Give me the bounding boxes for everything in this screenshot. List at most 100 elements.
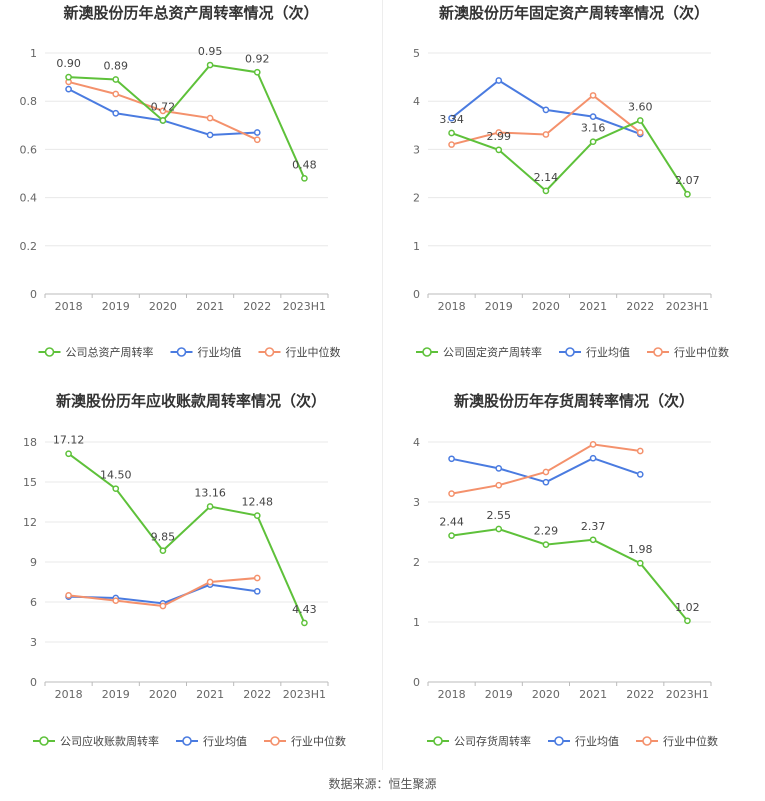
data-point-company: [112, 485, 120, 493]
data-point-company: [65, 73, 72, 81]
chart-title: 新澳股份历年总资产周转率情况（次）: [63, 4, 318, 22]
data-point-company: [684, 190, 691, 198]
y-tick-label: 4: [413, 95, 420, 108]
y-tick-label: 1: [30, 47, 37, 60]
data-point-industry-median: [159, 602, 167, 610]
data-label: 0.90: [56, 57, 81, 70]
data-point-industry-average: [206, 131, 214, 139]
x-tick-label: 2021: [579, 300, 607, 313]
chart-panel-fixed-asset-turnover: 新澳股份历年固定资产周转率情况（次） 0 1 2 3 4 5 2018 2019 2020 2021…: [383, 0, 765, 385]
data-label: 1.02: [675, 601, 700, 614]
x-tick-label: 2020: [149, 688, 177, 701]
y-tick-label: 0: [413, 676, 420, 689]
data-point-company: [542, 187, 550, 195]
x-tick-label: 2023H1: [666, 300, 709, 313]
legend-marker: [642, 736, 652, 746]
data-point-industry-median: [206, 114, 214, 122]
legend-marker: [182, 736, 192, 746]
y-tick-label: 1: [413, 240, 420, 253]
legend-label: 行业均值: [203, 735, 247, 748]
data-point-company: [495, 525, 503, 533]
data-point-industry-average: [542, 478, 550, 486]
series-line-company: [451, 527, 689, 622]
data-point-industry-average: [636, 471, 644, 478]
y-tick-label: 18: [23, 436, 37, 449]
x-tick-label: 2019: [485, 300, 513, 313]
legend-marker: [176, 347, 187, 357]
data-point-industry-median: [206, 578, 214, 586]
y-tick-label: 0.8: [20, 95, 38, 108]
data-label: 2.55: [487, 509, 512, 522]
data-point-company: [495, 146, 503, 154]
chart-panel-inventory-turnover: 新澳股份历年存货周转率情况（次） 0 1 2 3 4 2018 2019 2020 2021 202…: [383, 386, 765, 771]
legend-marker: [554, 736, 564, 746]
data-label: 2.14: [534, 171, 559, 184]
data-point-industry-median: [589, 441, 597, 448]
data-point-industry-median: [112, 597, 120, 605]
data-point-company: [159, 547, 167, 555]
data-point-company: [589, 138, 597, 146]
y-tick-label: 6: [30, 596, 37, 609]
x-tick-label: 2023H1: [283, 300, 326, 313]
y-tick-label: 12: [23, 516, 37, 529]
data-label: 0.72: [151, 100, 176, 113]
data-point-industry-median: [495, 481, 503, 489]
data-label: 0.95: [198, 45, 223, 58]
x-tick-label: 2022: [243, 688, 271, 701]
data-point-industry-median: [589, 92, 597, 99]
data-point-company: [206, 61, 214, 69]
data-label: 3.60: [628, 100, 653, 113]
data-point-industry-median: [253, 574, 261, 582]
x-tick-label: 2018: [55, 688, 83, 701]
data-point-company: [448, 129, 455, 137]
data-point-company: [636, 117, 644, 124]
data-point-company: [301, 619, 308, 627]
data-point-industry-median: [495, 129, 503, 136]
data-point-industry-average: [542, 106, 550, 114]
x-tick-label: 2019: [102, 688, 130, 701]
x-tick-label: 2021: [196, 300, 224, 313]
data-label: 3.34: [439, 113, 464, 126]
x-tick-label: 2022: [243, 300, 271, 313]
chart-svg: 新澳股份历年总资产周转率情况（次） 0 0.2 0.4 0.6 0.8 1 2018 2019 2…: [20, 4, 341, 359]
data-point-company: [542, 541, 550, 548]
chart-title: 新澳股份历年存货周转率情况（次）: [454, 392, 694, 410]
data-label: 3.16: [581, 122, 606, 135]
legend-marker: [270, 736, 280, 746]
data-point-industry-average: [448, 455, 455, 463]
y-tick-label: 0: [413, 288, 420, 301]
data-label: 2.29: [534, 525, 559, 538]
panel-divider: [382, 0, 383, 770]
data-point-industry-median: [636, 129, 644, 136]
data-point-industry-median: [636, 447, 644, 455]
data-point-company: [301, 174, 308, 182]
data-label: 2.37: [581, 520, 606, 533]
data-label: 0.92: [245, 52, 270, 65]
legend-label: 行业中位数: [291, 734, 346, 748]
legend-label: 公司固定资产周转率: [443, 345, 542, 359]
y-tick-label: 9: [30, 556, 37, 569]
data-point-company: [636, 559, 644, 567]
legend-marker: [433, 736, 443, 746]
x-tick-label: 2018: [438, 688, 466, 701]
x-tick-label: 2022: [626, 688, 654, 701]
data-point-industry-median: [542, 131, 550, 138]
legend-label: 行业中位数: [286, 345, 341, 359]
data-point-industry-median: [112, 90, 120, 98]
data-point-company: [112, 76, 120, 83]
data-point-company: [253, 512, 261, 519]
data-point-industry-median: [448, 490, 455, 497]
data-label: 17.12: [53, 434, 85, 447]
data-label: 0.89: [104, 60, 129, 73]
y-tick-label: 3: [30, 636, 37, 649]
x-tick-label: 2021: [196, 688, 224, 701]
data-label: 2.99: [487, 130, 512, 143]
chart-svg: 新澳股份历年存货周转率情况（次） 0 1 2 3 4 2018 2019 2020 2021 202…: [413, 392, 718, 748]
data-point-company: [589, 536, 597, 544]
data-point-industry-average: [253, 129, 261, 136]
data-point-industry-median: [65, 591, 72, 599]
data-point-industry-average: [495, 465, 503, 472]
data-point-industry-average: [65, 85, 72, 93]
data-label: 12.48: [242, 496, 274, 509]
data-point-industry-median: [159, 107, 167, 115]
